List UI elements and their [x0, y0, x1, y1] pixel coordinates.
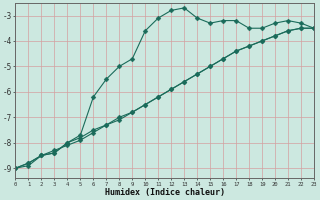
X-axis label: Humidex (Indice chaleur): Humidex (Indice chaleur) [105, 188, 225, 197]
